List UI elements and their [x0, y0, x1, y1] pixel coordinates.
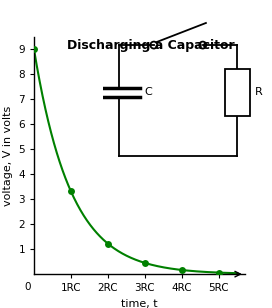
Text: R: R: [255, 87, 262, 97]
Bar: [225, 69, 250, 116]
Text: Discharging a Capacitor: Discharging a Capacitor: [67, 39, 234, 52]
Text: C: C: [144, 87, 152, 97]
X-axis label: time, t: time, t: [121, 299, 158, 308]
Y-axis label: voltage, V in volts: voltage, V in volts: [3, 105, 13, 206]
Text: 0: 0: [24, 282, 30, 292]
